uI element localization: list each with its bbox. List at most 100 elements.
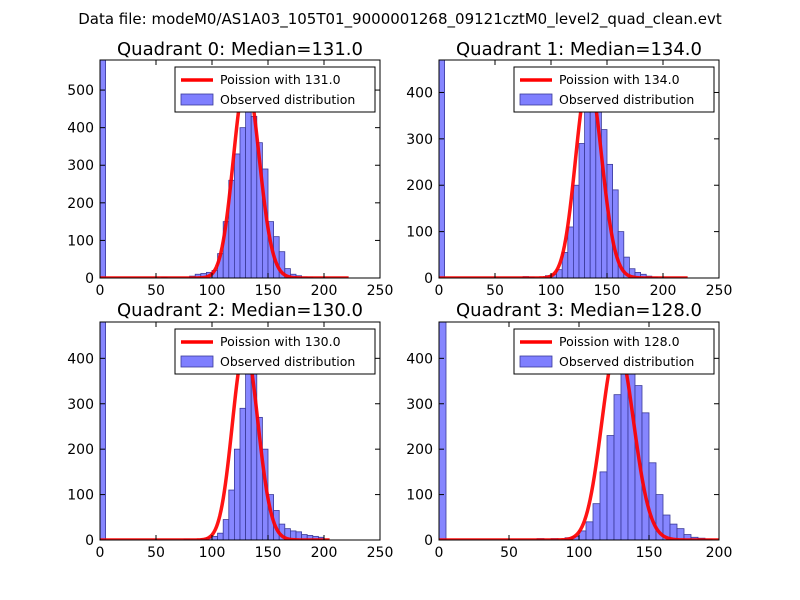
x-tick-label: 0 (435, 545, 444, 561)
histogram-bar (245, 97, 252, 278)
quadrant-0-panel: Quadrant 0: Median=131.0 0 50 100 150 200 250… (67, 39, 393, 299)
y-tick-label: 200 (406, 178, 433, 194)
quadrant-1-plot-area (439, 60, 689, 278)
x-tick-label: 200 (650, 283, 677, 299)
x-tick-label: 250 (367, 283, 394, 299)
y-tick-label: 200 (406, 442, 433, 458)
y-tick-label: 0 (85, 271, 94, 287)
x-tick-label: 50 (147, 283, 165, 299)
y-tick-label: 500 (67, 83, 94, 99)
y-tick-label: 400 (406, 351, 433, 367)
quadrant-0-title: Quadrant 0: Median=131.0 (117, 39, 363, 60)
legend-label-observed: Observed distribution (559, 92, 694, 107)
y-tick-label: 200 (67, 196, 94, 212)
x-tick-label: 50 (147, 545, 165, 561)
quadrant-3-legend: Poission with 128.0 Observed distribution (513, 328, 715, 375)
histogram-bar (439, 60, 445, 278)
legend-bar-swatch (519, 355, 553, 368)
x-tick-label: 100 (199, 283, 226, 299)
histogram-bar (211, 535, 218, 540)
quadrant-1-legend: Poission with 134.0 Observed distribution (513, 66, 715, 113)
quadrant-3-panel: Quadrant 3: Median=128.0 0 50 100 150 200 0 10… (406, 300, 732, 561)
x-tick-label: 50 (500, 545, 518, 561)
y-tick-label: 400 (67, 351, 94, 367)
histogram-bar (222, 519, 230, 540)
quadrant-0-axes-frame (99, 59, 381, 279)
y-tick-label: 0 (424, 271, 433, 287)
y-tick-label: 400 (67, 121, 94, 137)
histogram-bar (573, 184, 580, 278)
legend-label-observed: Observed distribution (559, 354, 694, 369)
histogram-bar (599, 471, 608, 540)
histogram-bar (439, 322, 447, 540)
y-tick-label: 300 (406, 397, 433, 413)
x-tick-label: 0 (96, 283, 105, 299)
histogram-bar (567, 226, 574, 278)
y-tick-label: 0 (85, 533, 94, 549)
x-tick-label: 150 (255, 283, 282, 299)
histogram-bar (613, 394, 622, 540)
y-tick-label: 300 (67, 158, 94, 174)
quadrant-2-legend: Poission with 130.0 Observed distribution (174, 328, 376, 375)
histogram-bar (617, 231, 625, 278)
histogram-bar (217, 532, 224, 540)
histogram-bar (239, 127, 246, 278)
histogram-bar (612, 189, 619, 278)
histogram-bar (606, 435, 615, 540)
legend-bar-swatch (180, 355, 214, 368)
legend-label-poisson: Poission with 128.0 (559, 334, 680, 349)
x-tick-label: 0 (96, 545, 105, 561)
legend-label-poisson: Poission with 131.0 (220, 72, 341, 87)
y-tick-label: 100 (67, 488, 94, 504)
histogram-bar (233, 153, 241, 278)
x-tick-label: 150 (636, 545, 663, 561)
legend-label-poisson: Poission with 130.0 (220, 334, 341, 349)
y-tick-label: 0 (424, 533, 433, 549)
histogram-bar (578, 143, 585, 278)
quadrant-3-title: Quadrant 3: Median=128.0 (456, 300, 702, 321)
histogram-bar (584, 101, 591, 278)
y-tick-label: 100 (406, 225, 433, 241)
x-tick-label: 150 (594, 283, 621, 299)
histogram-bar (100, 60, 106, 278)
quadrant-1-title: Quadrant 1: Median=134.0 (456, 39, 702, 60)
y-tick-label: 300 (67, 397, 94, 413)
histogram-bar (585, 521, 594, 540)
x-tick-label: 100 (199, 545, 226, 561)
x-tick-label: 50 (486, 283, 504, 299)
legend-label-poisson: Poission with 134.0 (559, 72, 680, 87)
histogram-bar (245, 362, 252, 540)
y-tick-label: 100 (67, 233, 94, 249)
figure-suptitle: Data file: modeM0/AS1A03_105T01_90000012… (78, 10, 722, 29)
x-tick-label: 0 (435, 283, 444, 299)
histogram-bar (592, 503, 601, 540)
histogram-bar (233, 448, 241, 540)
legend-label-observed: Observed distribution (220, 92, 355, 107)
x-tick-label: 200 (311, 283, 338, 299)
histogram-bar (100, 322, 106, 540)
legend-label-observed: Observed distribution (220, 354, 355, 369)
quadrant-1-axes-frame (438, 59, 720, 279)
legend-bar-swatch (519, 93, 553, 106)
quadrant-2-title: Quadrant 2: Median=130.0 (117, 300, 363, 321)
quadrant-0-legend: Poission with 131.0 Observed distribution (174, 66, 376, 113)
quadrant-2-axes-frame (99, 321, 381, 541)
legend-bar-swatch (180, 93, 214, 106)
x-tick-label: 100 (566, 545, 593, 561)
poisson-fit-line (439, 342, 719, 540)
histogram-bar (239, 407, 246, 540)
x-tick-label: 200 (311, 545, 338, 561)
y-tick-label: 300 (406, 132, 433, 148)
histogram-bar (228, 489, 235, 540)
x-tick-label: 100 (538, 283, 565, 299)
x-tick-label: 250 (706, 283, 733, 299)
x-tick-label: 150 (255, 545, 282, 561)
y-tick-label: 100 (406, 488, 433, 504)
quadrant-2-panel: Quadrant 2: Median=130.0 0 50 100 150 200 250… (67, 300, 393, 561)
y-tick-label: 400 (406, 85, 433, 101)
x-tick-label: 200 (706, 545, 733, 561)
x-tick-label: 250 (367, 545, 394, 561)
y-tick-label: 200 (67, 442, 94, 458)
quadrant-1-panel: Quadrant 1: Median=134.0 0 50 100 150 200 250… (406, 39, 732, 299)
